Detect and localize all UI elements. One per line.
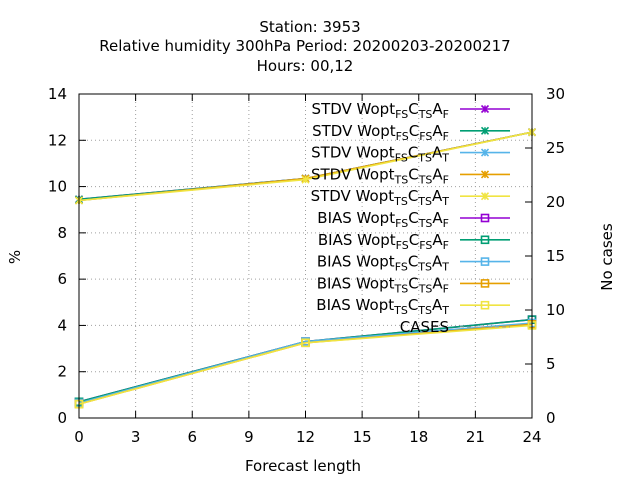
x-tick-label: 0	[74, 428, 84, 446]
grid	[79, 94, 532, 418]
y-tick-label: 4	[57, 316, 67, 334]
y2-tick-label: 25	[546, 139, 565, 157]
data-point-marker	[480, 279, 490, 288]
legend-label: BIAS WoptFSCFSAF	[318, 231, 449, 252]
y-tick-label: 8	[57, 224, 67, 242]
data-point-marker	[480, 300, 490, 310]
chart-title: Station: 3953 Relative humidity 300hPa P…	[99, 18, 510, 75]
title-line-station: Station: 3953	[259, 18, 360, 36]
legend-label: BIAS WoptFSCTSAF	[317, 209, 449, 230]
series-line	[78, 324, 533, 405]
legend-label: BIAS WoptTSCTSAT	[316, 296, 449, 317]
legend-label: BIAS WoptTSCTSAF	[317, 274, 449, 295]
axis-ticks	[78, 93, 533, 419]
data-point-marker	[301, 338, 310, 348]
series-0	[74, 128, 537, 204]
y-tick-label: 0	[57, 409, 67, 427]
y-tick-label: 2	[57, 363, 67, 381]
y-tick-label: 10	[48, 178, 67, 196]
series-line	[78, 318, 533, 403]
data-point-marker	[480, 213, 490, 223]
series-line	[78, 323, 533, 405]
legend-label: STDV WoptFSCTSAF	[312, 100, 449, 121]
title-line-hours: Hours: 00,12	[257, 57, 354, 75]
y2-axis-label: No cases	[598, 223, 616, 291]
y2-tick-label: 15	[546, 247, 565, 265]
y-axis-label: %	[6, 250, 24, 264]
y2-tick-label: 5	[546, 355, 556, 373]
legend-label: CASES	[400, 318, 449, 336]
legend-label: BIAS WoptFSCTSAT	[317, 253, 449, 274]
x-tick-label: 12	[296, 428, 315, 446]
y-tick-label: 6	[57, 270, 67, 288]
legend-label: STDV WoptFSCTSAT	[311, 144, 449, 165]
data-point-marker	[480, 257, 490, 266]
x-tick-label: 18	[409, 428, 428, 446]
x-axis-label: Forecast length	[245, 457, 361, 475]
series-1	[74, 128, 537, 204]
legend-label: STDV WoptTSCTSAF	[311, 165, 449, 186]
x-tick-label: 24	[522, 428, 541, 446]
y2-tick-label: 30	[546, 85, 565, 103]
x-tick-label: 6	[187, 428, 197, 446]
legend-label: STDV WoptFSCFSAF	[312, 122, 449, 143]
series-line	[78, 318, 533, 403]
y2-tick-label: 10	[546, 301, 565, 319]
y2-tick-label: 20	[546, 193, 565, 211]
legend-label: STDV WoptTSCTSAT	[311, 187, 450, 208]
series-7	[74, 318, 537, 408]
x-tick-label: 21	[466, 428, 485, 446]
x-tick-label: 15	[353, 428, 372, 446]
y2-tick-label: 0	[546, 409, 556, 427]
y-tick-label: 12	[48, 131, 67, 149]
y-tick-label: 14	[48, 85, 67, 103]
data-point-marker	[480, 235, 490, 245]
series-line	[78, 322, 533, 404]
x-tick-label: 9	[244, 428, 254, 446]
x-tick-label: 3	[131, 428, 141, 446]
title-line-variable-period: Relative humidity 300hPa Period: 2020020…	[99, 37, 510, 55]
